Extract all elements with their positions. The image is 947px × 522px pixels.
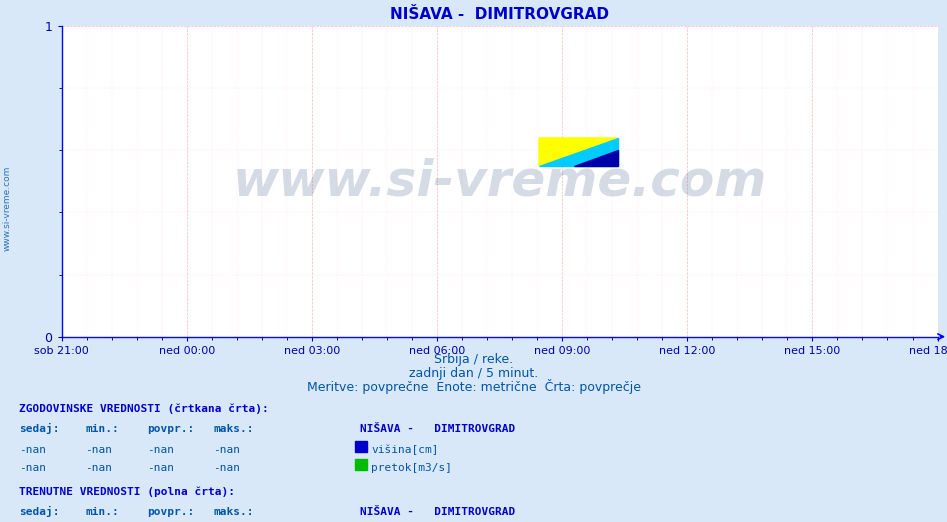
Text: povpr.:: povpr.:	[147, 424, 194, 434]
Text: maks.:: maks.:	[213, 507, 254, 517]
Text: sedaj:: sedaj:	[19, 423, 60, 434]
Text: Srbija / reke.: Srbija / reke.	[434, 353, 513, 366]
Text: -nan: -nan	[85, 445, 113, 455]
Text: -nan: -nan	[85, 464, 113, 473]
Polygon shape	[575, 150, 617, 166]
Text: višina[cm]: višina[cm]	[371, 445, 438, 455]
Text: min.:: min.:	[85, 424, 119, 434]
Text: zadnji dan / 5 minut.: zadnji dan / 5 minut.	[409, 367, 538, 380]
Text: sedaj:: sedaj:	[19, 506, 60, 517]
Text: -nan: -nan	[19, 445, 46, 455]
Text: TRENUTNE VREDNOSTI (polna črta):: TRENUTNE VREDNOSTI (polna črta):	[19, 487, 235, 497]
Text: ZGODOVINSKE VREDNOSTI (črtkana črta):: ZGODOVINSKE VREDNOSTI (črtkana črta):	[19, 404, 269, 414]
Text: NIŠAVA -   DIMITROVGRAD: NIŠAVA - DIMITROVGRAD	[360, 424, 515, 434]
Text: -nan: -nan	[147, 464, 174, 473]
Text: povpr.:: povpr.:	[147, 507, 194, 517]
Text: -nan: -nan	[147, 445, 174, 455]
Text: pretok[m3/s]: pretok[m3/s]	[371, 464, 453, 473]
Text: -nan: -nan	[213, 445, 241, 455]
Text: www.si-vreme.com: www.si-vreme.com	[3, 166, 12, 252]
Polygon shape	[539, 138, 617, 166]
Text: Meritve: povprečne  Enote: metrične  Črta: povprečje: Meritve: povprečne Enote: metrične Črta:…	[307, 379, 640, 394]
Text: NIŠAVA -   DIMITROVGRAD: NIŠAVA - DIMITROVGRAD	[360, 507, 515, 517]
Text: min.:: min.:	[85, 507, 119, 517]
Text: -nan: -nan	[213, 464, 241, 473]
Polygon shape	[539, 138, 617, 166]
Text: maks.:: maks.:	[213, 424, 254, 434]
Title: NIŠAVA -  DIMITROVGRAD: NIŠAVA - DIMITROVGRAD	[390, 7, 609, 22]
Text: -nan: -nan	[19, 464, 46, 473]
Text: www.si-vreme.com: www.si-vreme.com	[232, 158, 767, 205]
